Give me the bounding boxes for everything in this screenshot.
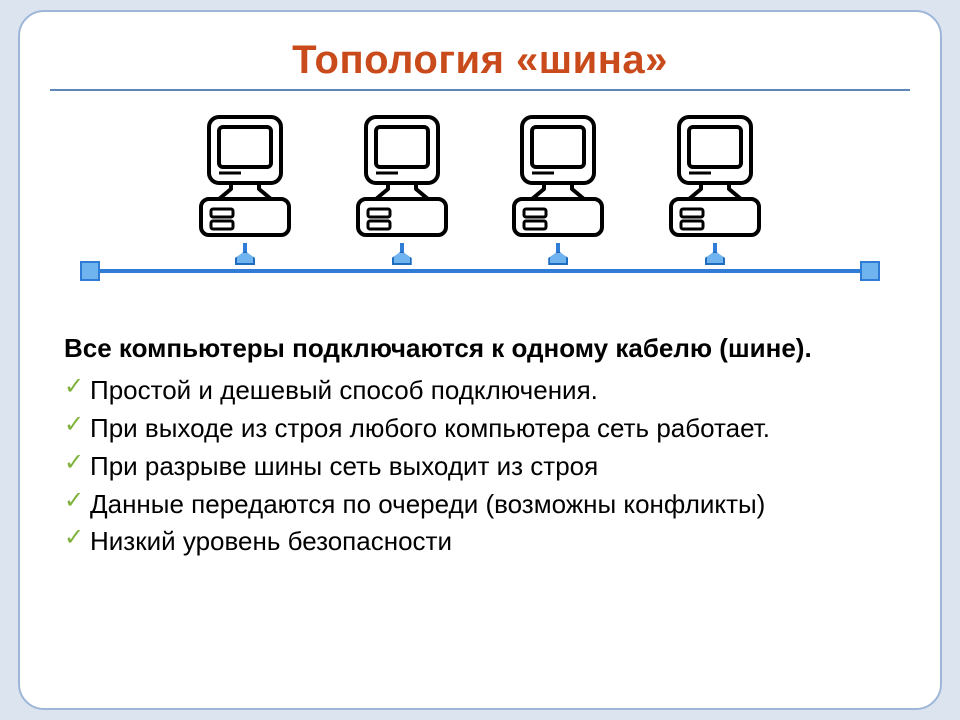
slide-frame: Топология «шина» xyxy=(18,10,942,710)
bus-tap xyxy=(548,243,568,265)
bullet-item: ✓Данные передаются по очереди (возможны … xyxy=(64,487,896,523)
bullet-item: ✓Низкий уровень безопасности xyxy=(64,524,896,560)
title-rule xyxy=(50,89,910,91)
computer-node xyxy=(347,113,457,265)
slide-title: Топология «шина» xyxy=(20,38,940,83)
bus-tap xyxy=(705,243,725,265)
bus-tap xyxy=(235,243,255,265)
bullet-text: Простой и дешевый способ подключения. xyxy=(90,375,598,405)
computer-icon xyxy=(195,113,295,241)
checkmark-icon: ✓ xyxy=(64,413,84,437)
bullet-list: ✓Простой и дешевый способ подключения.✓П… xyxy=(64,373,896,560)
computer-icon xyxy=(665,113,765,241)
checkmark-icon: ✓ xyxy=(64,526,84,550)
checkmark-icon: ✓ xyxy=(64,375,84,399)
computer-row xyxy=(190,113,770,265)
checkmark-icon: ✓ xyxy=(64,451,84,475)
bullet-item: ✓При разрыве шины сеть выходит из строя xyxy=(64,449,896,485)
bullet-text: При выходе из строя любого компьютера се… xyxy=(90,413,770,443)
lead-paragraph: Все компьютеры подключаются к одному каб… xyxy=(64,331,896,367)
computer-node xyxy=(190,113,300,265)
bus-cable xyxy=(90,269,870,273)
computer-node xyxy=(503,113,613,265)
bus-topology-diagram xyxy=(50,113,910,303)
bullet-text: Данные передаются по очереди (возможны к… xyxy=(90,489,765,519)
bullet-item: ✓Простой и дешевый способ подключения. xyxy=(64,373,896,409)
terminator-right xyxy=(860,261,880,281)
computer-icon xyxy=(508,113,608,241)
bullet-text: Низкий уровень безопасности xyxy=(90,526,452,556)
terminator-left xyxy=(80,261,100,281)
bullet-item: ✓При выходе из строя любого компьютера с… xyxy=(64,411,896,447)
checkmark-icon: ✓ xyxy=(64,489,84,513)
computer-icon xyxy=(352,113,452,241)
bus-tap xyxy=(392,243,412,265)
body-text: Все компьютеры подключаются к одному каб… xyxy=(64,331,896,560)
computer-node xyxy=(660,113,770,265)
bullet-text: При разрыве шины сеть выходит из строя xyxy=(90,451,598,481)
